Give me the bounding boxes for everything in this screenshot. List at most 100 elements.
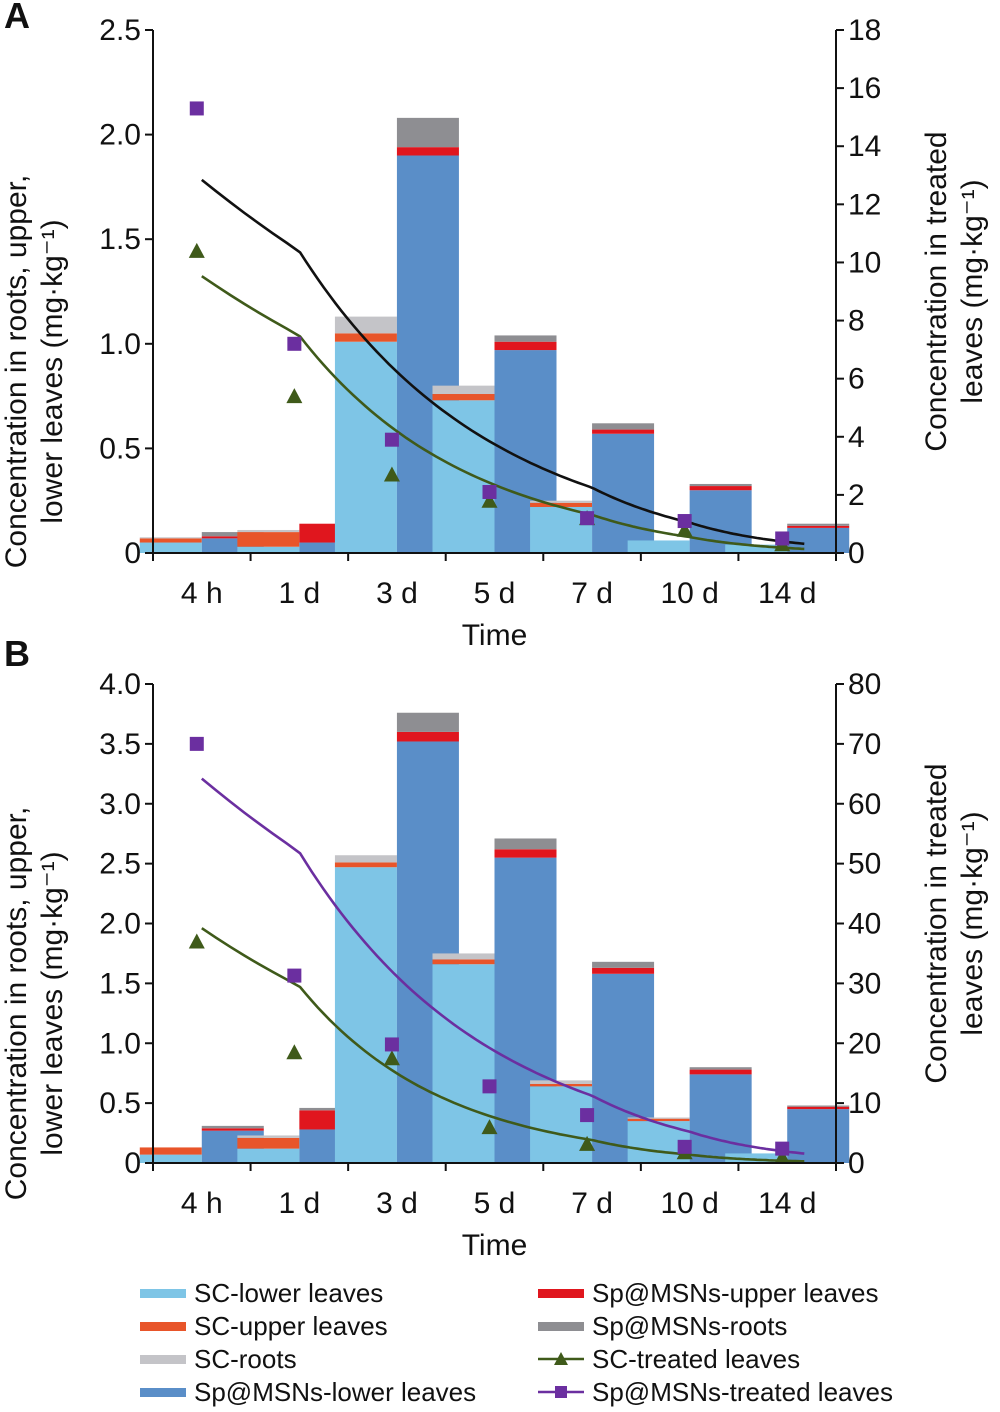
y-tick-label-left: 1.5: [99, 967, 141, 1000]
bar-segment: [139, 538, 202, 543]
y-tick-label-right: 14: [848, 130, 881, 163]
y-tick-label-right: 4: [848, 421, 865, 454]
legend-swatch: [140, 1387, 186, 1397]
legend-item: Sp@MSNs-treated leaves: [538, 1375, 893, 1409]
legend-item: SC-treated leaves: [538, 1342, 800, 1376]
treated-leaves-point: [482, 484, 497, 499]
bar-segment: [201, 1128, 264, 1131]
bar-segment: [494, 341, 557, 351]
legend-swatch: [140, 1354, 186, 1364]
x-tick-label: 5 d: [474, 1187, 516, 1220]
treated-leaves-point: [677, 514, 692, 529]
legend-label: Sp@MSNs-roots: [592, 1310, 788, 1341]
bar-segment: [787, 523, 850, 526]
legend-line-square-icon: [538, 1386, 584, 1398]
x-tick-label: 14 d: [758, 1187, 816, 1220]
y-tick-label-left: 4.0: [99, 668, 141, 701]
bar-segment: [139, 1154, 202, 1163]
bar-segment: [494, 849, 557, 858]
bar-segment: [432, 400, 495, 553]
legend-label: Sp@MSNs-lower leaves: [194, 1376, 477, 1407]
x-tick-label: 10 d: [660, 1187, 718, 1220]
y-tick-label-left: 2.0: [99, 908, 141, 941]
bar-segment: [530, 502, 593, 507]
fit-curve: [200, 777, 805, 1155]
y-tick-label-left: 0.5: [99, 432, 141, 465]
y-tick-label-right: 10: [848, 1087, 881, 1120]
y-tick-label-right: 50: [848, 848, 881, 881]
bar-segment: [237, 546, 300, 553]
bar-segment: [494, 838, 557, 850]
treated-leaves-point: [383, 1050, 400, 1066]
y-tick-label-left: 2.0: [99, 119, 141, 152]
bar-segment: [201, 1125, 264, 1129]
bar-segment: [299, 1107, 362, 1111]
panel-label: A: [4, 0, 30, 36]
bar-segment: [396, 712, 459, 732]
treated-leaves-point: [188, 933, 205, 949]
bar-segment: [237, 532, 300, 547]
fit-curve: [201, 927, 805, 1163]
y-tick-label-left: 0.5: [99, 1087, 141, 1120]
legend-label: Sp@MSNs-upper leaves: [592, 1277, 879, 1308]
bar-segment: [787, 525, 850, 528]
treated-leaves-point: [580, 1108, 595, 1123]
x-tick-label: 4 h: [181, 1187, 223, 1220]
bar-segment: [787, 1105, 850, 1107]
bar-segment: [201, 536, 264, 539]
legend-item: Sp@MSNs-upper leaves: [538, 1276, 879, 1310]
bar-segment: [787, 1109, 850, 1163]
bar-segment: [334, 862, 397, 868]
y-tick-label-left: 0: [124, 537, 141, 570]
legend-label: Sp@MSNs-treated leaves: [592, 1376, 893, 1407]
y-tick-label-left: 3.0: [99, 788, 141, 821]
treated-leaves-point: [383, 466, 400, 482]
legend-swatch: [140, 1288, 186, 1298]
y-tick-label-left: 1.0: [99, 1027, 141, 1060]
bar-segment: [725, 1153, 788, 1163]
bar-segment: [139, 542, 202, 553]
bar-segment: [139, 1147, 202, 1155]
chart-panel-a: A 0 0.5 1.0 1.5 2.0 2.5 0 2 4 6 8 10 12 14 16 18 4 h 1 d 3 …: [0, 0, 989, 652]
y-tick-label-right: 2: [848, 479, 865, 512]
legend-swatch: [140, 1321, 186, 1331]
treated-leaves-point: [775, 531, 790, 546]
bar-segment: [432, 385, 495, 395]
treated-leaves-point: [481, 492, 498, 508]
legend-item: SC-lower leaves: [140, 1276, 383, 1310]
bar-segment: [689, 483, 752, 487]
y-tick-label-right: 30: [848, 967, 881, 1000]
treated-leaves-point: [189, 736, 204, 751]
x-axis-title: Time: [462, 1229, 528, 1262]
bar-segment: [237, 1148, 300, 1163]
legend-line-triangle-icon: [538, 1352, 584, 1365]
bar-segment: [334, 867, 397, 1163]
y-axis-title-right: Concentration in treated leaves (mg·kg⁻¹): [920, 131, 989, 451]
x-tick-label: 3 d: [376, 577, 418, 610]
bar-segment: [237, 1135, 300, 1138]
legend-item: SC-roots: [140, 1342, 297, 1376]
bar-segment: [237, 1137, 300, 1149]
bar-segment: [432, 953, 495, 960]
bar-segment: [592, 429, 655, 434]
bar-segment: [627, 1118, 690, 1122]
y-tick-label-right: 10: [848, 246, 881, 279]
bar-segment: [334, 341, 397, 553]
x-tick-label: 14 d: [758, 577, 816, 610]
y-tick-label-right: 40: [848, 908, 881, 941]
legend-swatch: [538, 1321, 584, 1331]
treated-leaves-point: [775, 1141, 790, 1156]
bar-segment: [689, 1069, 752, 1075]
legend-label: SC-treated leaves: [592, 1343, 801, 1374]
bar-segment: [592, 967, 655, 974]
y-tick-label-left: 2.5: [99, 848, 141, 881]
bar-segment: [530, 1086, 593, 1163]
y-tick-label-right: 20: [848, 1027, 881, 1060]
y-tick-label-right: 70: [848, 728, 881, 761]
treated-leaves-point: [286, 1044, 303, 1060]
bar-segment: [334, 333, 397, 342]
y-tick-label-right: 18: [848, 14, 881, 47]
x-tick-label: 3 d: [376, 1187, 418, 1220]
bar-segment: [396, 147, 459, 156]
treated-leaves-point: [676, 521, 693, 537]
